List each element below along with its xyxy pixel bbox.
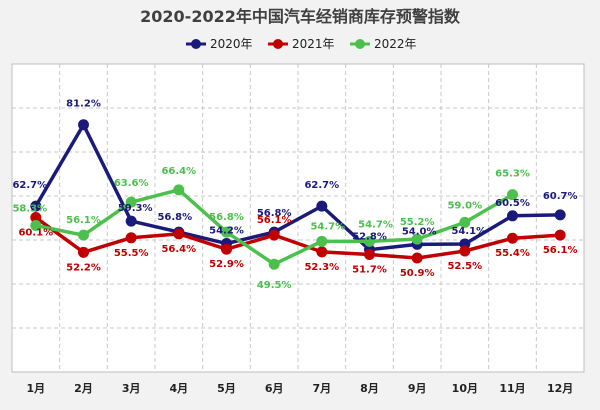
data-point — [221, 226, 232, 238]
x-tick-label: 5月 — [217, 382, 236, 395]
data-label: 54.2% — [209, 226, 244, 237]
data-label: 60.5% — [495, 198, 530, 209]
data-point — [507, 189, 518, 201]
data-point — [30, 200, 42, 212]
data-label: 59.0% — [447, 200, 482, 211]
data-point — [554, 209, 566, 221]
x-tick-label: 1月 — [27, 382, 46, 395]
data-label: 50.9% — [400, 268, 435, 279]
x-tick-label: 9月 — [408, 382, 427, 395]
data-label: 56.1% — [66, 215, 101, 226]
data-label: 55.4% — [495, 248, 530, 259]
data-point — [125, 215, 137, 227]
legend-marker — [355, 39, 365, 49]
legend-marker — [273, 39, 283, 49]
data-point — [30, 212, 42, 224]
data-point — [316, 246, 328, 258]
data-point — [268, 229, 280, 241]
data-point — [459, 216, 471, 228]
x-tick-label: 4月 — [170, 382, 189, 395]
legend-entry: 2022年 — [374, 37, 417, 51]
data-label: 60.7% — [543, 191, 578, 202]
data-point — [411, 233, 423, 245]
data-point — [364, 249, 375, 261]
legend-entry: 2021年 — [292, 37, 335, 51]
data-label: 58.3% — [12, 203, 47, 214]
data-label: 65.3% — [495, 169, 530, 180]
data-label: 59.3% — [118, 203, 153, 214]
data-point — [125, 232, 137, 244]
data-point — [30, 219, 42, 231]
data-label: 52.3% — [304, 262, 339, 273]
x-tick-label: 8月 — [360, 382, 379, 395]
data-point — [554, 229, 566, 241]
x-tick-label: 11月 — [499, 382, 525, 395]
data-label: 56.4% — [161, 244, 196, 255]
data-point — [173, 228, 185, 240]
data-label: 66.4% — [161, 166, 196, 177]
data-label: 56.8% — [157, 212, 192, 223]
data-label: 54.7% — [358, 219, 393, 230]
data-label: 54.7% — [310, 221, 345, 232]
data-label: 52.8% — [352, 232, 387, 243]
data-label: 55.2% — [400, 217, 435, 228]
data-point — [364, 235, 375, 247]
data-label: 52.9% — [209, 259, 244, 270]
data-point — [78, 246, 89, 258]
data-point — [221, 243, 232, 255]
data-label: 63.6% — [114, 178, 149, 189]
legend-entry: 2020年 — [210, 37, 253, 51]
x-tick-label: 12月 — [547, 382, 573, 395]
data-label: 56.8% — [257, 208, 292, 219]
x-tick-label: 3月 — [122, 382, 141, 395]
data-label: 52.2% — [66, 262, 101, 273]
chart-title: 2020-2022年中国汽车经销商库存预警指数 — [140, 7, 461, 26]
data-point — [78, 119, 89, 131]
x-tick-label: 7月 — [313, 382, 332, 395]
data-label: 60.1% — [18, 228, 53, 239]
data-label: 49.5% — [257, 280, 292, 291]
data-label: 62.7% — [12, 180, 47, 191]
legend-marker — [191, 39, 201, 49]
series-line — [34, 122, 561, 252]
data-point — [316, 200, 328, 212]
series-line — [34, 216, 561, 260]
data-point — [268, 258, 280, 270]
data-label: 81.2% — [66, 99, 101, 110]
data-point — [316, 235, 328, 247]
data-point — [507, 232, 518, 244]
data-label: 52.5% — [447, 261, 482, 272]
plot-area: 1月 2月 3月 4月 5月 6月 7月 8月 9月 10月 11月 12月 62.7% 81.2% 59.… — [11, 63, 585, 395]
x-tick-label: 2月 — [74, 382, 93, 395]
data-label: 51.7% — [352, 265, 387, 276]
x-tick-label: 10月 — [452, 382, 478, 395]
legend: 2020年 2021年 2022年 — [186, 37, 417, 51]
data-point — [411, 252, 423, 264]
data-label: 54.0% — [402, 226, 437, 237]
data-label: 56.1% — [257, 215, 292, 226]
data-label: 55.5% — [114, 248, 149, 259]
data-label: 56.1% — [543, 245, 578, 256]
data-point — [78, 229, 89, 241]
data-label: 56.8% — [209, 212, 244, 223]
data-point — [507, 210, 518, 222]
data-point — [173, 184, 185, 196]
data-label: 62.7% — [304, 180, 339, 191]
x-tick-label: 6月 — [265, 382, 284, 395]
data-point — [125, 196, 137, 208]
data-point — [459, 245, 471, 257]
data-label: 54.1% — [451, 226, 486, 237]
